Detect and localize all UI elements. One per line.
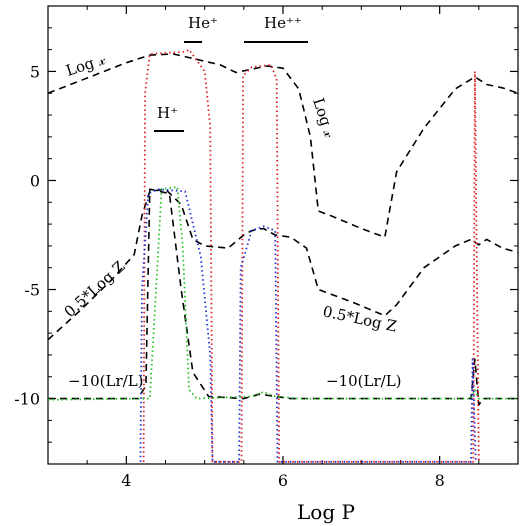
annotation-half-log-z-left: 0.5*Log Z <box>61 257 129 321</box>
y-tick-label: -10 <box>14 390 40 409</box>
series-line-2 <box>48 188 518 406</box>
series-line-4 <box>139 188 477 463</box>
series-line-1 <box>47 188 519 341</box>
y-tick-label: -5 <box>24 281 40 300</box>
series-line-0 <box>47 53 519 238</box>
y-tick-label: 5 <box>30 62 40 81</box>
plot-frame <box>47 5 519 465</box>
y-tick-label: 0 <box>30 171 40 190</box>
annotation-log-x-right: Log 𝓍 <box>309 96 339 140</box>
annotation-lr-left: −10(Lr/L) <box>68 372 144 390</box>
annotation-h-plus: H⁺ <box>157 104 178 122</box>
axis-ticks: 4 6 8 5 0 -5 -10 <box>14 6 518 490</box>
annotation-log-x-top-left: Log 𝓍 <box>64 50 108 80</box>
annotation-he-plusplus: He⁺⁺ <box>264 14 302 32</box>
series-group <box>47 48 519 463</box>
annotation-lr-right: −10(Lr/L) <box>326 372 402 390</box>
annotation-half-log-z-right: 0.5*Log Z <box>321 302 398 335</box>
x-tick-label: 8 <box>435 471 445 490</box>
series-line-5 <box>47 186 518 401</box>
x-tick-label: 4 <box>121 471 131 490</box>
x-tick-label: 6 <box>278 471 288 490</box>
series-line-3 <box>142 48 480 463</box>
x-axis-label: Log P <box>297 500 355 524</box>
annotation-he-plus: He⁺ <box>188 14 218 32</box>
